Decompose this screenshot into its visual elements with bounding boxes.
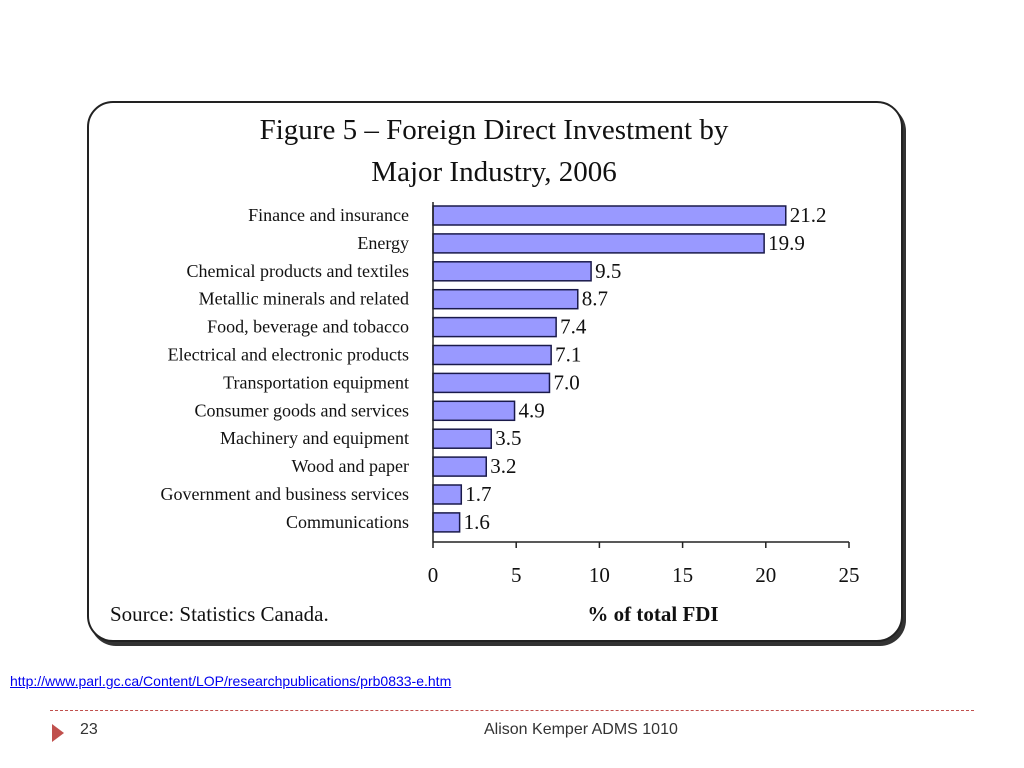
category-label: Electrical and electronic products: [168, 345, 409, 365]
value-label: 21.2: [790, 203, 827, 227]
triangle-arrow-icon: [52, 724, 64, 742]
bar: [432, 372, 551, 394]
category-label: Government and business services: [161, 484, 409, 504]
footer-divider: [50, 710, 974, 711]
bar: [432, 205, 787, 226]
bar: [432, 288, 579, 310]
footer-author: Alison Kemper ADMS 1010: [484, 721, 678, 738]
category-label: Food, beverage and tobacco: [207, 317, 409, 337]
category-label: Consumer goods and services: [195, 400, 409, 420]
value-label: 3.5: [495, 426, 521, 450]
value-label: 3.2: [490, 454, 516, 478]
x-axis: 0 5 10 15 20 25: [428, 202, 860, 587]
bar: [432, 428, 492, 449]
category-label: Energy: [357, 233, 409, 253]
category-label: Wood and paper: [291, 456, 409, 476]
value-label: 19.9: [768, 231, 805, 255]
figure-frame: [87, 101, 903, 642]
source-link[interactable]: http://www.parl.gc.ca/Content/LOP/resear…: [10, 673, 452, 689]
value-label: 7.0: [553, 370, 579, 394]
x-tick-label: 10: [589, 563, 610, 587]
chart-title-line-2: Major Industry, 2006: [371, 156, 616, 188]
bar: [432, 316, 557, 338]
category-label: Communications: [286, 512, 409, 532]
chart-title-line-1: Figure 5 – Foreign Direct Investment by: [260, 114, 729, 146]
bar-chart: Figure 5 – Foreign Direct Investment by …: [110, 114, 860, 626]
value-label: 4.9: [519, 398, 545, 422]
x-tick-label: 15: [672, 563, 693, 587]
bar: [432, 484, 463, 505]
bar: [432, 400, 516, 422]
value-label: 7.4: [560, 315, 587, 339]
x-tick-label: 5: [511, 563, 522, 587]
x-axis-label: % of total FDI: [587, 602, 718, 626]
x-tick-label: 0: [428, 563, 439, 587]
x-tick-label: 20: [755, 563, 776, 587]
category-label: Machinery and equipment: [220, 428, 409, 448]
category-label: Chemical products and textiles: [187, 261, 409, 281]
value-label: 9.5: [595, 259, 621, 283]
bar: [432, 512, 461, 533]
x-tick-label: 25: [839, 563, 860, 587]
value-label: 8.7: [582, 287, 608, 311]
value-label: 1.6: [464, 510, 490, 534]
slide-number: 23: [80, 721, 98, 738]
category-label: Finance and insurance: [248, 205, 409, 225]
bar: [432, 261, 592, 282]
category-label: Metallic minerals and related: [199, 289, 409, 309]
value-label: 7.1: [555, 343, 581, 367]
value-label: 1.7: [465, 482, 491, 506]
bar: [432, 344, 552, 366]
bar: [432, 456, 487, 477]
category-label: Transportation equipment: [223, 372, 409, 392]
bars-layer: Finance and insurance 21.2 Energy 19.9 Chemi…: [161, 203, 827, 534]
chart-source: Source: Statistics Canada.: [110, 602, 329, 626]
bar: [432, 233, 765, 254]
